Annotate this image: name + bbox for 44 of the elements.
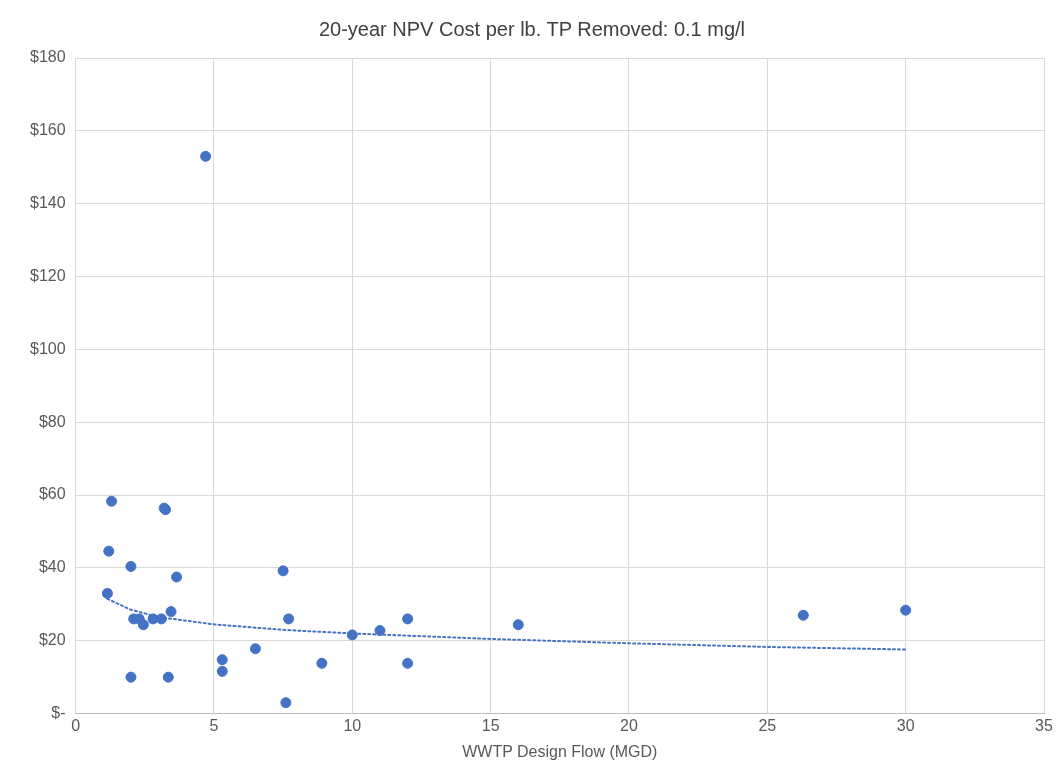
point [106, 495, 118, 507]
point [283, 613, 295, 625]
point [900, 604, 912, 616]
point [374, 625, 386, 637]
point [125, 671, 137, 683]
x-tick-label: 5 [209, 716, 219, 734]
point [171, 571, 183, 583]
point [125, 560, 137, 572]
x-tick-label: 0 [71, 716, 81, 734]
point [200, 150, 212, 162]
y-tick-label: $40 [38, 558, 66, 576]
y-tick-label: $20 [38, 631, 66, 649]
chart-title: 20-year NPV Cost per lb. TP Removed: 0.1 mg/l [318, 17, 746, 40]
y-tick-label: $120 [30, 266, 66, 284]
y-tick-label: $160 [30, 121, 66, 139]
point [162, 671, 174, 683]
x-tick-label: 20 [620, 716, 638, 734]
point [512, 619, 524, 631]
point [103, 545, 115, 557]
point [101, 587, 113, 599]
y-tick-label: $100 [30, 339, 66, 357]
y-tick-label: $180 [30, 48, 66, 66]
y-tick-label: $- [51, 704, 66, 722]
x-tick-label: 10 [343, 716, 362, 734]
y-tick-label: $80 [38, 412, 66, 430]
x-tick-label: 15 [481, 716, 500, 734]
x-tick-label: 30 [896, 716, 915, 734]
point [277, 565, 289, 577]
point [402, 613, 414, 625]
point [797, 609, 809, 621]
point [280, 697, 292, 709]
x-tick-label: 25 [758, 716, 777, 734]
point [137, 619, 149, 631]
point [346, 629, 358, 641]
point [165, 606, 177, 618]
point [249, 643, 261, 655]
y-tick-label: $60 [38, 485, 66, 503]
x-axis-title: WWTP Design Flow (MGD) [462, 742, 658, 760]
point [216, 665, 228, 677]
y-tick-label: $140 [30, 194, 66, 212]
x-tick-label: 35 [1035, 716, 1053, 734]
point [402, 657, 414, 669]
point [216, 654, 228, 666]
point [316, 657, 328, 669]
